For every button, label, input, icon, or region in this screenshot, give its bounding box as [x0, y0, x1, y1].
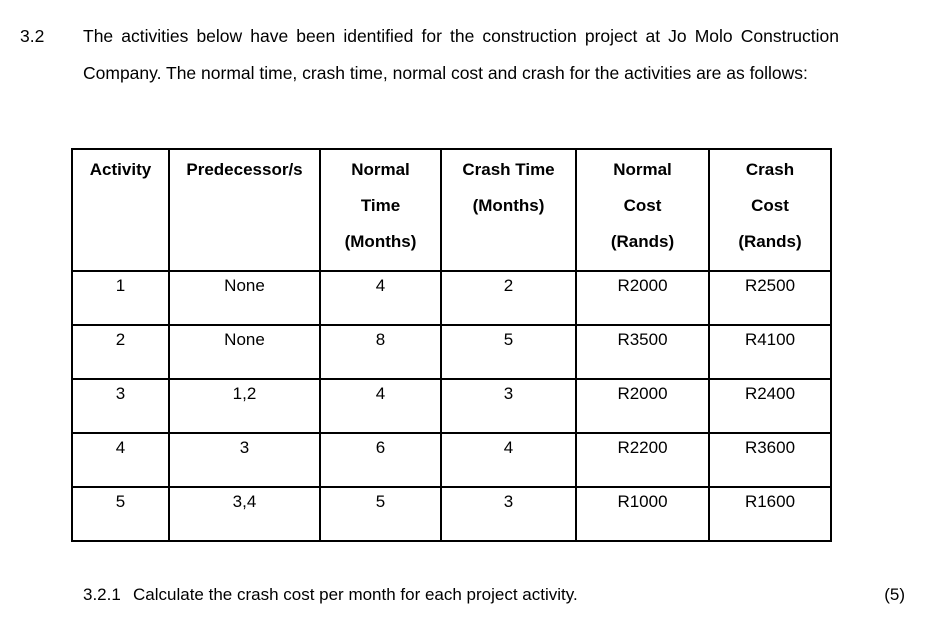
header-line: Time	[360, 196, 401, 215]
table-row: 3 1,2 4 3 R2000 R2400	[71, 378, 832, 434]
section-number: 3.2	[20, 26, 45, 46]
cell-activity: 4	[71, 432, 170, 488]
table-header-row: Activity Predecessor/s Normal Time (Mont…	[71, 148, 832, 272]
table-header-predecessors: Predecessor/s	[168, 148, 321, 272]
cell-normal-cost: R2000	[575, 270, 710, 326]
cell-crash-time: 3	[440, 378, 577, 434]
cell-predecessors: None	[168, 324, 321, 380]
cell-crash-cost: R1600	[708, 486, 832, 542]
cell-normal-time: 6	[319, 432, 442, 488]
cell-predecessors: 1,2	[168, 378, 321, 434]
header-line: (Rands)	[610, 232, 675, 251]
cell-normal-cost: R2000	[575, 378, 710, 434]
cell-predecessors: 3	[168, 432, 321, 488]
sub-question-line: 3.2.1 Calculate the crash cost per month…	[83, 583, 905, 607]
header-line: Crash	[745, 160, 795, 179]
table-header-crash-cost: Crash Cost (Rands)	[708, 148, 832, 272]
table-row: 5 3,4 5 3 R1000 R1600	[71, 486, 832, 542]
cell-normal-time: 8	[319, 324, 442, 380]
header-line: Cost	[623, 196, 662, 215]
header-line: Normal	[351, 160, 410, 179]
cell-activity: 1	[71, 270, 170, 326]
header-line: (Rands)	[738, 232, 802, 251]
header-line: (Months)	[344, 232, 417, 251]
header-line: Predecessor/s	[186, 160, 303, 179]
cell-crash-cost: R4100	[708, 324, 832, 380]
table-header-activity: Activity	[71, 148, 170, 272]
cell-crash-cost: R2400	[708, 378, 832, 434]
table-row: 1 None 4 2 R2000 R2500	[71, 270, 832, 326]
header-line: Crash Time	[462, 160, 555, 179]
cell-crash-time: 4	[440, 432, 577, 488]
cell-normal-time: 5	[319, 486, 442, 542]
marks-badge: (5)	[884, 585, 905, 604]
table-header-normal-time: Normal Time (Months)	[319, 148, 442, 272]
cell-crash-time: 3	[440, 486, 577, 542]
table-header-normal-cost: Normal Cost (Rands)	[575, 148, 710, 272]
table-row: 2 None 8 5 R3500 R4100	[71, 324, 832, 380]
cell-crash-time: 5	[440, 324, 577, 380]
cell-normal-time: 4	[319, 270, 442, 326]
cell-predecessors: None	[168, 270, 321, 326]
cell-crash-cost: R2500	[708, 270, 832, 326]
cell-predecessors: 3,4	[168, 486, 321, 542]
cell-crash-cost: R3600	[708, 432, 832, 488]
cell-normal-cost: R3500	[575, 324, 710, 380]
activities-table: Activity Predecessor/s Normal Time (Mont…	[71, 148, 832, 542]
sub-question-number: 3.2.1	[83, 585, 121, 604]
cell-normal-cost: R2200	[575, 432, 710, 488]
cell-activity: 3	[71, 378, 170, 434]
cell-normal-cost: R1000	[575, 486, 710, 542]
cell-activity: 2	[71, 324, 170, 380]
cell-activity: 5	[71, 486, 170, 542]
cell-normal-time: 4	[319, 378, 442, 434]
header-line: Normal	[613, 160, 672, 179]
intro-paragraph: The activities below have been identifie…	[83, 26, 839, 83]
header-line: (Months)	[472, 196, 545, 215]
cell-crash-time: 2	[440, 270, 577, 326]
header-line: Cost	[751, 196, 789, 215]
sub-question-text: Calculate the crash cost per month for e…	[133, 585, 578, 604]
table-header-crash-time: Crash Time (Months)	[440, 148, 577, 272]
table-row: 4 3 6 4 R2200 R3600	[71, 432, 832, 488]
header-line: Activity	[89, 160, 152, 179]
